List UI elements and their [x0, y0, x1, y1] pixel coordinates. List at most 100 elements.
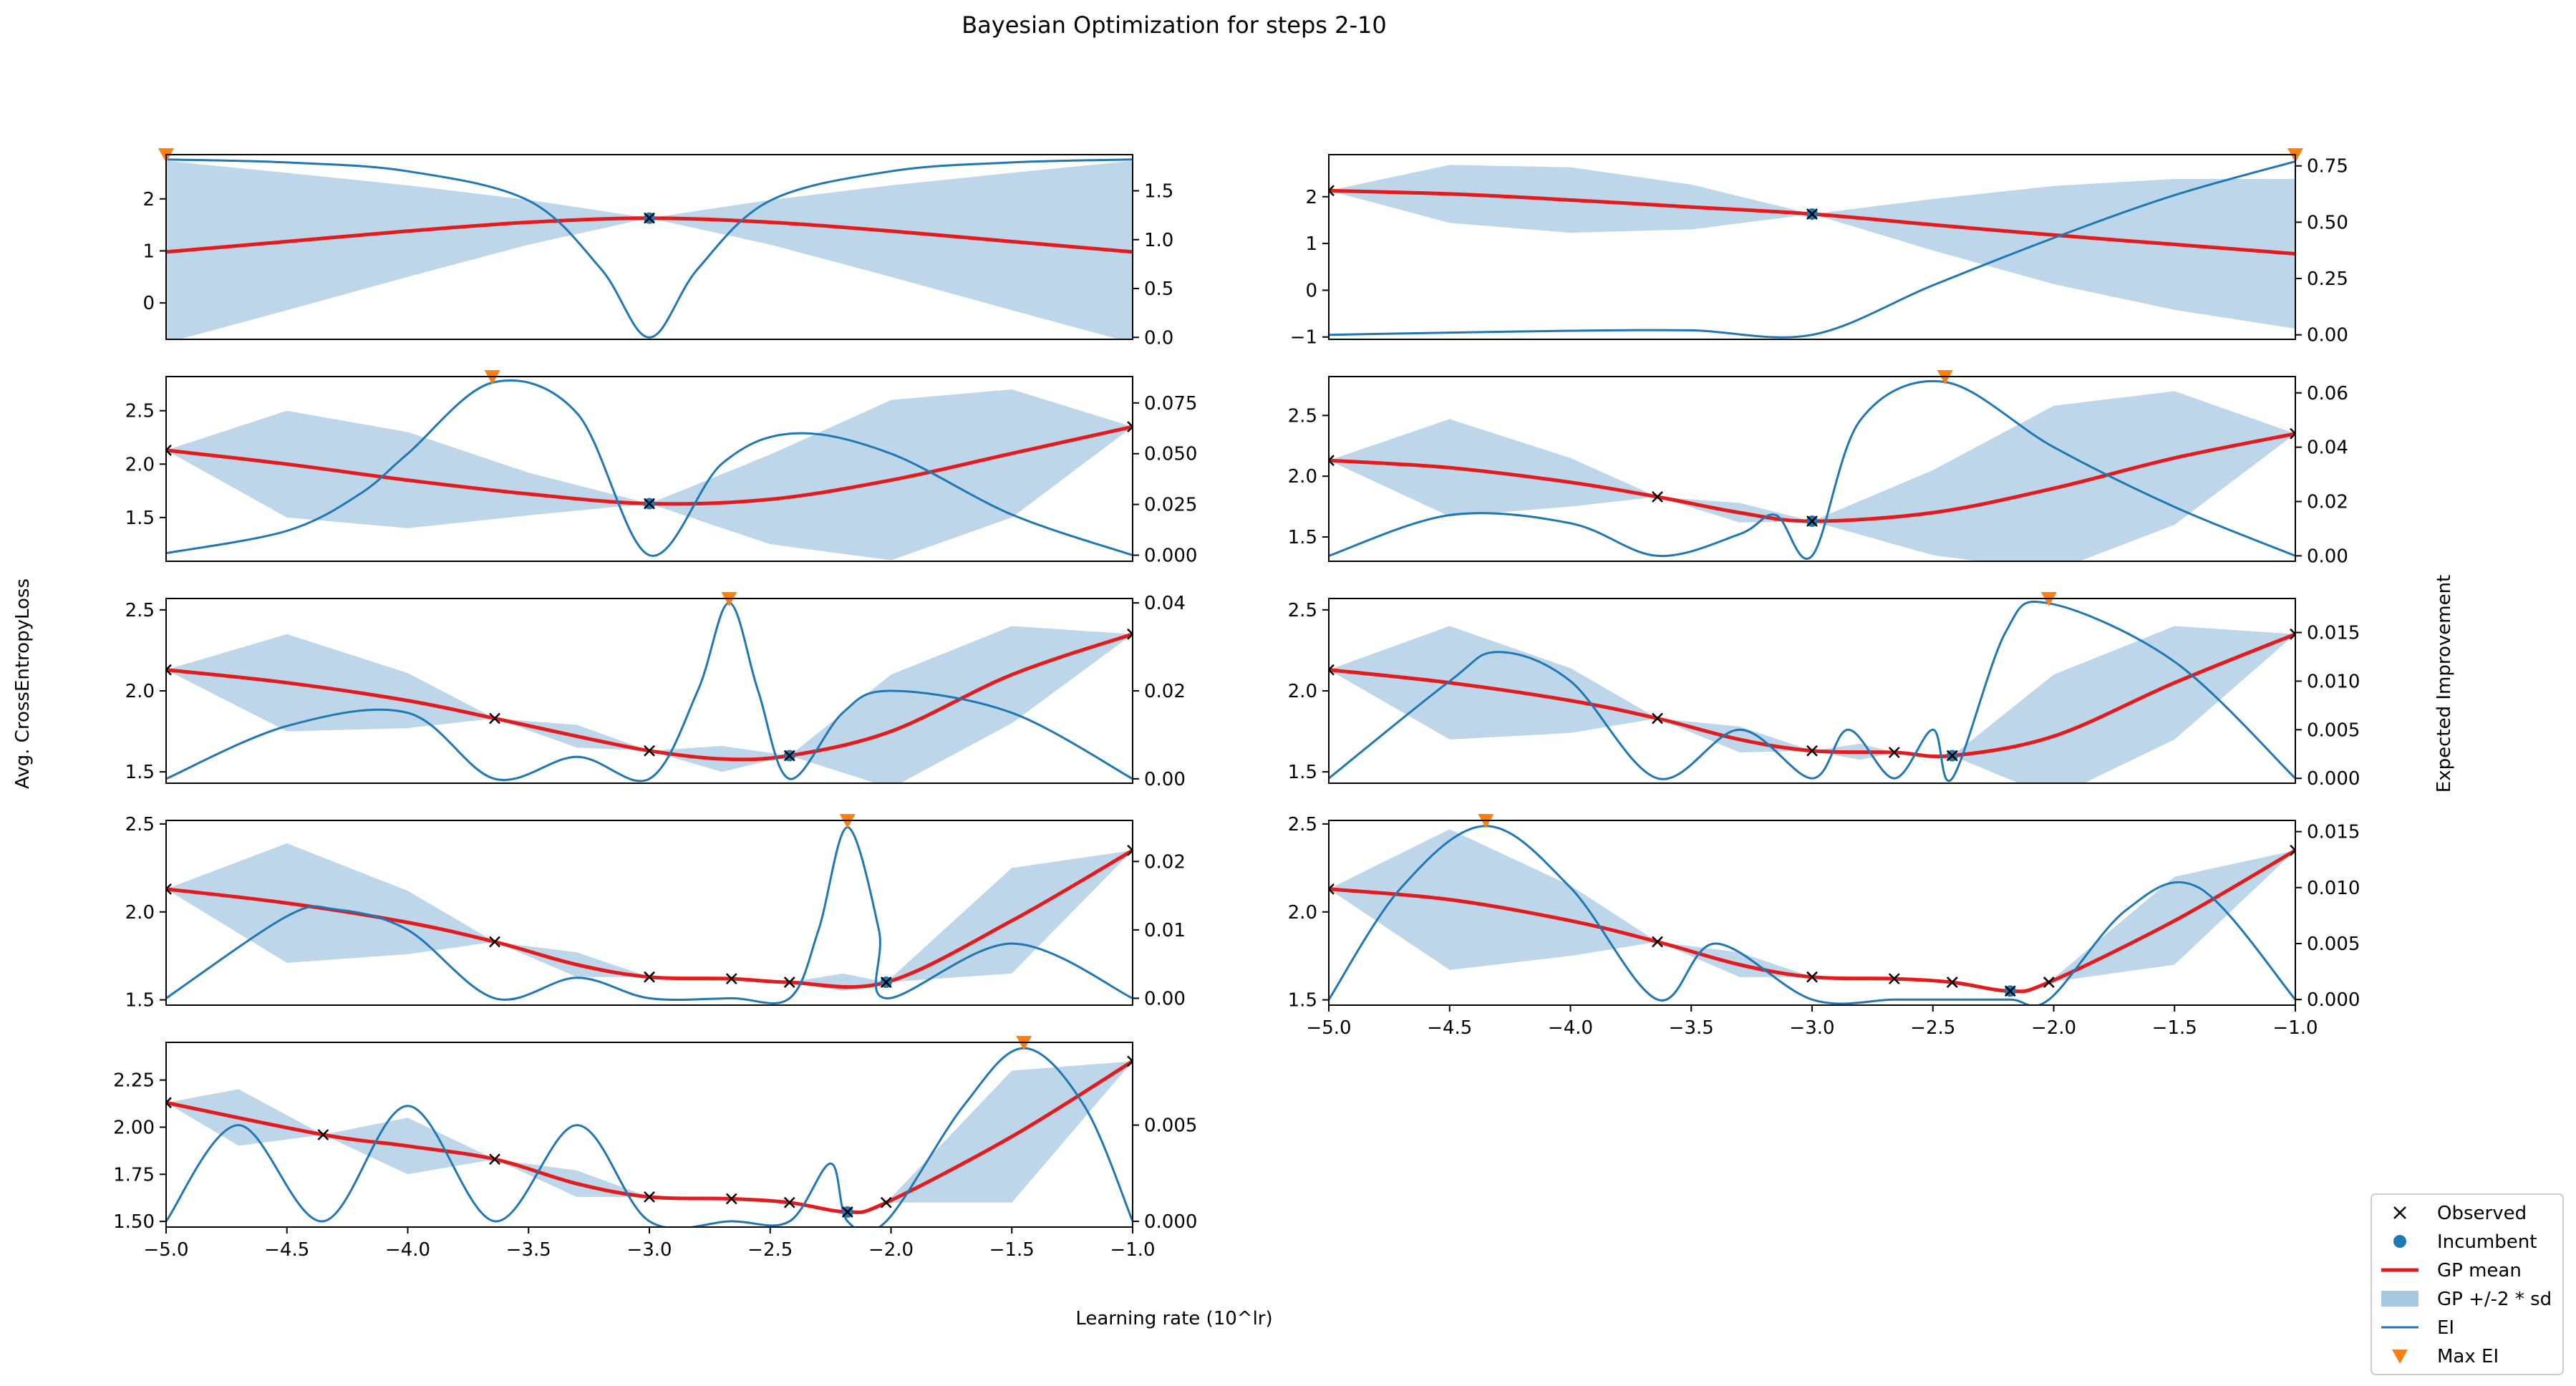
observed-point — [1806, 208, 1818, 220]
ei-tick-label: 0.25 — [2307, 268, 2348, 290]
ei-tick-label: 0.00 — [2307, 546, 2348, 567]
ei-tick-label: 0.50 — [2307, 212, 2348, 233]
legend-item-max_ei: Max EI — [2392, 1346, 2499, 1367]
x-tick-label: −2.5 — [747, 1239, 793, 1261]
legend-label: Max EI — [2437, 1346, 2499, 1367]
y-tick-label: 2.25 — [113, 1070, 155, 1092]
ei-tick-label: 0.00 — [1144, 988, 1186, 1009]
observed-point — [166, 445, 172, 456]
ei-tick-label: 0.02 — [1144, 851, 1186, 873]
subplot-step-5: 1.5 2.0 2.5 0.00 0.02 0.04 0.06 — [1288, 370, 2348, 567]
ei-tick-label: 0.075 — [1144, 393, 1197, 415]
ei-tick-label: 0.00 — [2307, 325, 2348, 346]
y-tick-label: 1.5 — [125, 762, 155, 783]
x-tick-label: −1.0 — [1110, 1239, 1155, 1261]
observed-point — [1652, 712, 1663, 724]
y-tick-label: 1.5 — [125, 508, 155, 529]
observed-point — [1888, 747, 1900, 758]
y-tick-label: 2 — [1305, 187, 1317, 208]
legend-label: Observed — [2437, 1203, 2527, 1224]
plot-area — [166, 601, 1133, 783]
ei-tick-label: 0.000 — [2307, 989, 2360, 1011]
observed-point — [725, 973, 737, 985]
plot-area — [166, 158, 1133, 339]
legend-observed-symbol — [2393, 1206, 2406, 1219]
observed-point — [317, 1129, 329, 1140]
gp-mean-line — [166, 1060, 1133, 1214]
subplot-step-2: 0 1 2 0.0 0.5 1.0 1.5 — [142, 148, 1173, 349]
observed-point — [1329, 883, 1335, 895]
ei-tick-label: 0.005 — [2307, 934, 2360, 955]
observed-point — [783, 750, 795, 762]
legend-item-observed: Observed — [2393, 1203, 2527, 1224]
axes-frame — [1328, 154, 2296, 340]
legend-label: EI — [2437, 1317, 2454, 1339]
ei-tick-label: 0.01 — [1144, 920, 1186, 941]
ei-tick-label: 1.5 — [1144, 181, 1173, 203]
ei-tick-label: 0.050 — [1144, 444, 1197, 465]
gp-sd-band — [166, 1061, 1133, 1211]
legend-label: GP mean — [2437, 1260, 2522, 1281]
observed-point — [2004, 985, 2016, 997]
observed-point — [1888, 973, 1900, 985]
ei-tick-label: 0.5 — [1144, 278, 1173, 300]
observed-point — [783, 976, 795, 988]
x-tick-label: −4.5 — [264, 1239, 309, 1261]
ei-tick-label: 0.000 — [1144, 545, 1197, 566]
observed-point — [1329, 664, 1335, 676]
ei-line — [1329, 160, 2295, 339]
gp-mean-line — [1329, 432, 2295, 523]
y-tick-label: 1 — [142, 241, 155, 262]
ei-tick-label: 0.04 — [1144, 593, 1186, 614]
ei-tick-label: 0.025 — [1144, 495, 1197, 516]
plot-area — [1329, 380, 2295, 561]
ei-tick-label: 0.00 — [1144, 769, 1186, 790]
gp-sd-band — [166, 626, 1133, 783]
observed-point — [166, 883, 172, 895]
y-tick-label: 2.0 — [1288, 902, 1317, 924]
y-tick-label: 0 — [142, 293, 155, 314]
y-tick-label: 2.5 — [125, 401, 155, 422]
subplot-step-6: 1.5 2.0 2.5 0.00 0.02 0.04 — [125, 592, 1186, 790]
gp-sd-band — [1329, 829, 2295, 991]
subplot-step-4: 1.5 2.0 2.5 0.000 0.025 0.050 0.075 — [125, 370, 1197, 566]
gp-sd-band — [1329, 626, 2295, 783]
axes-frame — [165, 154, 1133, 340]
ei-line — [1329, 380, 2295, 560]
observed-point — [1652, 491, 1663, 503]
plot-area — [166, 1047, 1133, 1227]
x-tick-label: −1.5 — [989, 1239, 1035, 1261]
observed-point — [644, 1191, 655, 1203]
y-tick-label: 1.5 — [1288, 762, 1317, 783]
legend-label: Incumbent — [2437, 1231, 2537, 1253]
observed-point — [489, 712, 500, 724]
y-tick-label: 0 — [1305, 280, 1317, 301]
y-tick-label: 2.5 — [1288, 405, 1317, 427]
observed-point — [644, 971, 655, 983]
x-tick-label: −1.0 — [2272, 1017, 2318, 1039]
gp-sd-band — [166, 160, 1133, 339]
observed-point — [489, 1153, 500, 1166]
legend-label: GP +/-2 * sd — [2437, 1289, 2552, 1310]
x-tick-label: −5.0 — [1306, 1017, 1351, 1039]
legend-gp-band-symbol — [2381, 1291, 2418, 1307]
legend-box — [2371, 1193, 2564, 1375]
legend-item-ei: EI — [2381, 1317, 2454, 1339]
observed-point — [1806, 745, 1818, 757]
y-tick-label: 1.50 — [113, 1211, 155, 1233]
observed-point — [644, 212, 655, 224]
y-tick-label: 2.0 — [1288, 466, 1317, 488]
observed-point — [1652, 936, 1663, 948]
observed-point — [166, 664, 172, 676]
ei-tick-label: 0.02 — [2307, 492, 2348, 513]
ei-tick-label: 0.015 — [2307, 822, 2360, 843]
subplots: 0 1 2 0.0 0.5 1.0 1.5 −1 0 1 2 0.00 0.25 0.50 0.75 1.5 2… — [113, 148, 2360, 1261]
axes-frame — [165, 820, 1133, 1006]
ei-tick-label: 0.0 — [1144, 327, 1173, 349]
ei-tick-label: 0.000 — [2307, 768, 2360, 790]
y-tick-label: 2.0 — [1288, 681, 1317, 702]
x-tick-label: −2.5 — [1910, 1017, 1955, 1039]
ei-tick-label: 0.005 — [2307, 719, 2360, 741]
observed-point — [880, 1196, 892, 1208]
